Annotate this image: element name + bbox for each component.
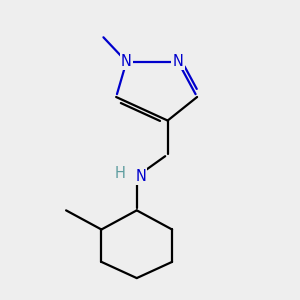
Text: N: N xyxy=(136,169,147,184)
Text: N: N xyxy=(172,54,183,69)
Text: H: H xyxy=(115,166,126,181)
Text: N: N xyxy=(121,54,132,69)
